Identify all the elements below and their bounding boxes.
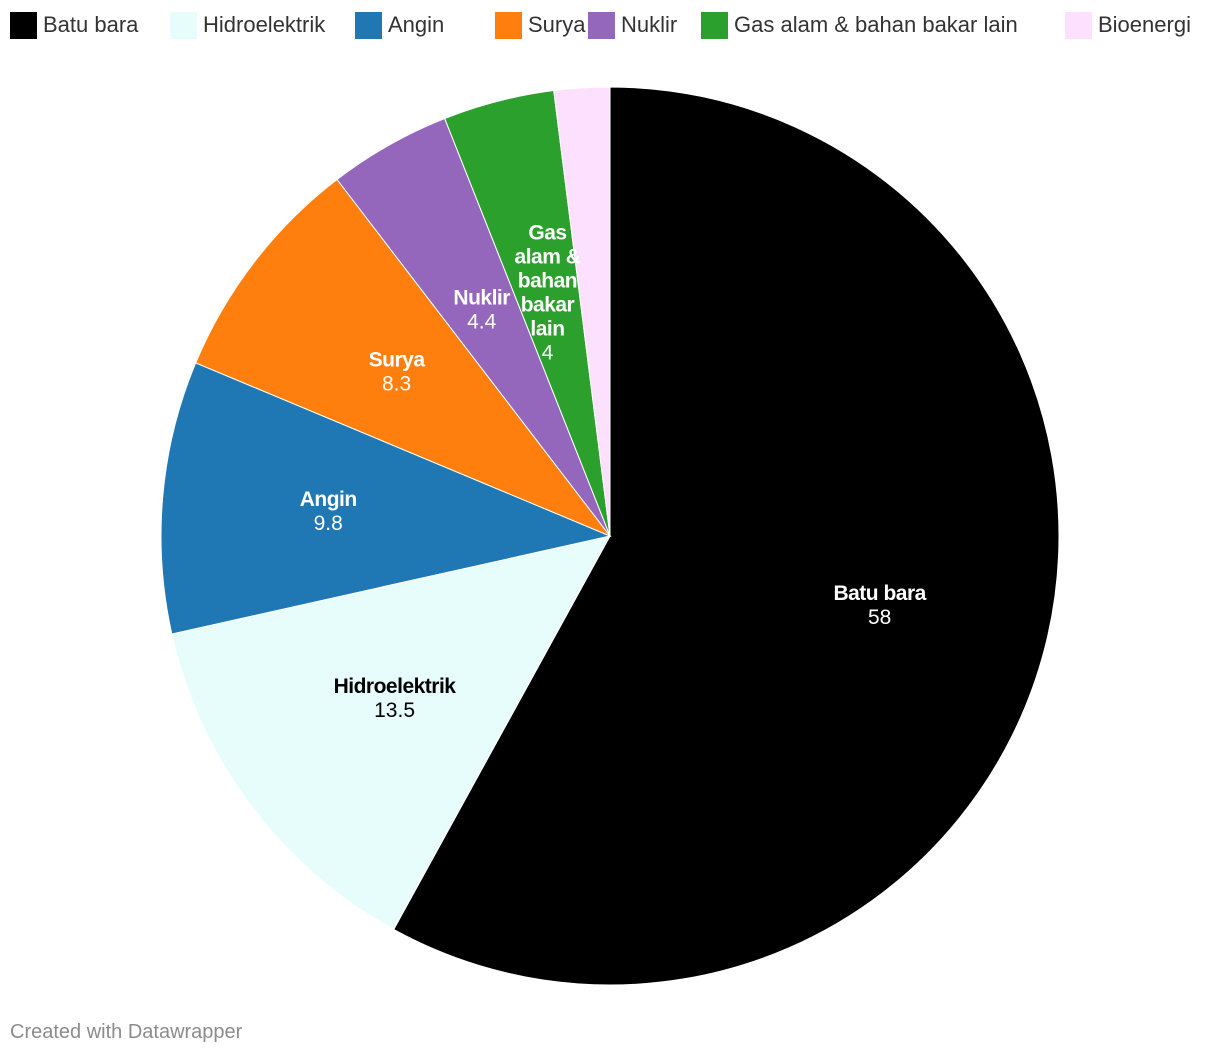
legend-label: Bioenergi	[1098, 12, 1191, 37]
slice-label-name: Angin	[300, 488, 357, 511]
pie-slice-batu-bara	[393, 86, 1060, 986]
datawrapper-credit: Created with Datawrapper	[10, 1021, 243, 1043]
legend-swatch	[495, 11, 522, 39]
slice-label-value: 4.4	[467, 310, 497, 333]
pie-slice-bioenergi	[553, 86, 611, 537]
slice-label-value: 8.3	[382, 373, 411, 396]
slice-label-name: bakar	[521, 293, 575, 316]
legend-swatch	[10, 11, 37, 39]
slice-label-value: 4	[542, 341, 554, 364]
legend-label: Surya	[528, 12, 586, 37]
legend-label: Batu bara	[43, 12, 139, 37]
legend-label: Angin	[388, 12, 445, 37]
legend-swatch	[701, 11, 728, 39]
slice-label-name: Gas	[528, 221, 566, 244]
legend-item-surya: Surya	[495, 10, 585, 40]
slice-label-name: lain	[530, 317, 564, 340]
slice-label-name: Hidroelektrik	[334, 675, 457, 698]
slice-label-value: 9.8	[314, 512, 343, 535]
legend-item-gas-alam-and-bahan-bakar-lain: Gas alam & bahan bakar lain	[701, 10, 1018, 40]
slice-label-name: Nuklir	[453, 286, 510, 309]
slice-label-name: alam &	[515, 245, 581, 268]
legend-item-batu-bara: Batu bara	[10, 10, 138, 40]
legend-item-nuklir: Nuklir	[588, 10, 677, 40]
legend-swatch	[355, 11, 382, 39]
legend-item-bioenergi: Bioenergi	[1065, 10, 1191, 40]
legend-swatch	[170, 11, 197, 39]
legend-label: Hidroelektrik	[203, 12, 326, 37]
slice-label-name: Batu bara	[833, 582, 926, 605]
slice-label-value: 58	[868, 606, 891, 629]
legend-swatch	[588, 11, 615, 39]
slice-label-name: bahan	[518, 269, 577, 292]
pie-slice-hidroelektrik	[171, 535, 611, 931]
pie-slices	[160, 86, 1060, 986]
slice-label-value: 13.5	[374, 699, 415, 722]
pie-slice-angin	[160, 362, 612, 635]
legend-label: Nuklir	[621, 12, 678, 37]
legend-item-hidroelektrik: Hidroelektrik	[170, 10, 325, 40]
pie-slice-surya	[195, 178, 612, 538]
legend-label: Gas alam & bahan bakar lain	[734, 12, 1018, 37]
slice-label-name: Surya	[369, 349, 426, 372]
legend-swatch	[1065, 11, 1092, 39]
legend-item-angin: Angin	[355, 10, 444, 40]
chart-legend: Batu bara Hidroelektrik Angin Surya Nuklir Ga…	[10, 10, 1215, 40]
